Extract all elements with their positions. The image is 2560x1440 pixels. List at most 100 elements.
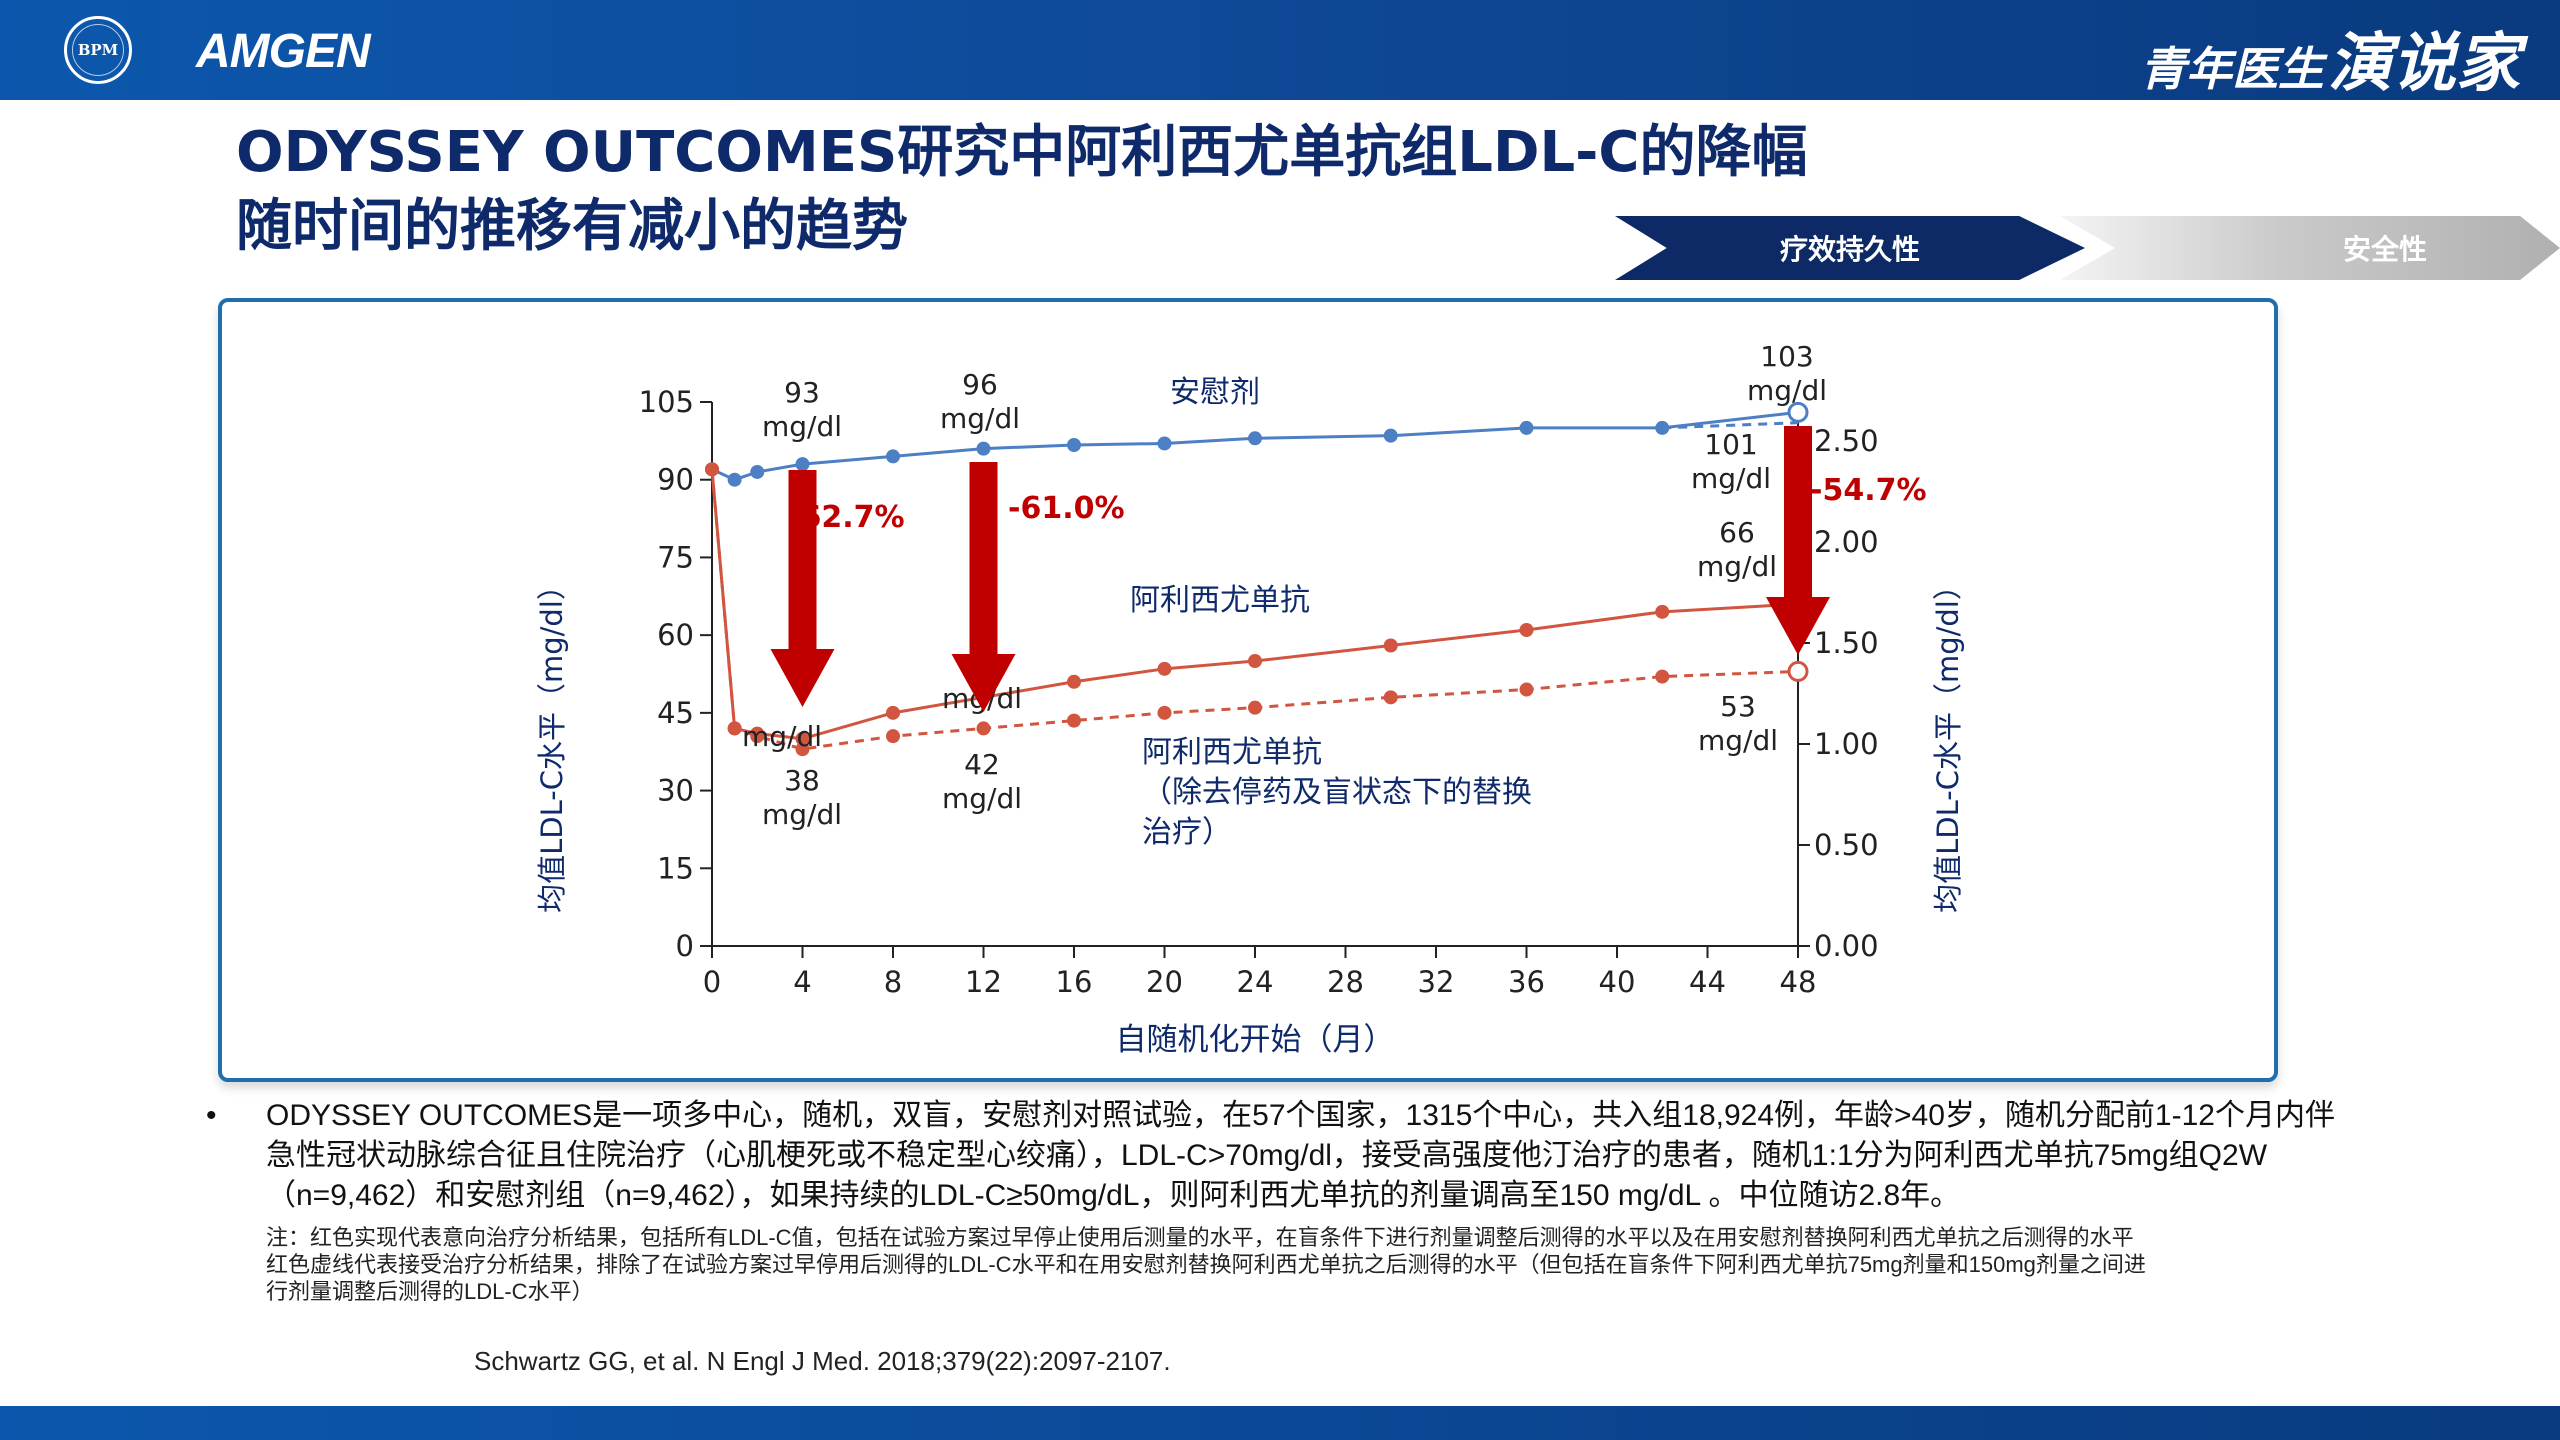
note-dashed-line: 红色虚线代表接受治疗分析结果，排除了在试验方案过早停用后测得的LDL-C水平和在… xyxy=(266,1252,2146,1304)
alirocumab-ontreatment-point xyxy=(727,721,742,736)
y-right-tick-label: 1.50 xyxy=(1814,626,1879,660)
tab-safety-label: 安全性 xyxy=(2342,233,2427,266)
alirocumab-ontreatment-point xyxy=(1383,690,1398,705)
series-label-alirocumab-ot-3: 治疗） xyxy=(1142,815,1232,850)
alirocumab-ontreatment-point xyxy=(750,729,765,744)
ldl-chart: 0 15 30 45 60 75 90 105 0.00 0.50 1.00 1.50 2.00 2.50… xyxy=(535,340,1965,1058)
brand-logo: 青年医生 演说家 xyxy=(2140,12,2520,104)
x-tick-label: 16 xyxy=(1056,965,1093,999)
placebo-end-marker xyxy=(1787,401,1809,423)
annotation-93-value: 93 xyxy=(784,376,820,409)
page-title-line2: 随时间的推移有减小的趋势 xyxy=(236,194,908,259)
annotation-38-unit: mg/dl xyxy=(762,798,842,831)
annotation-93-unit: mg/dl xyxy=(762,410,842,443)
alirocumab-ontreatment-point xyxy=(795,742,810,757)
x-axis-label: 自随机化开始（月） xyxy=(1116,1022,1395,1058)
alirocumab-itt-point xyxy=(886,705,900,720)
alirocumab-ontreatment-point xyxy=(1067,713,1081,728)
annotation-96-value: 96 xyxy=(962,368,998,401)
placebo-point xyxy=(1067,438,1081,453)
x-tick-label: 4 xyxy=(793,965,811,999)
y-right-tick-label: 2.00 xyxy=(1814,525,1879,559)
chart-panel: 0 15 30 45 60 75 90 105 0.00 0.50 1.00 1.50 2.00 2.50… xyxy=(218,298,2278,1082)
placebo-point xyxy=(1157,436,1172,451)
alirocumab-itt-point xyxy=(1519,622,1534,637)
page-title-line1: ODYSSEY OUTCOMES研究中阿利西尤单抗组LDL-C的降幅 xyxy=(236,120,1808,185)
alirocumab-ontreatment-point xyxy=(1655,669,1670,684)
alirocumab-itt-point xyxy=(1383,638,1398,653)
reduction-label: -62.7% xyxy=(788,500,905,535)
brand-logo-part1: 青年医生 xyxy=(2140,42,2324,96)
alirocumab-itt-point xyxy=(1157,661,1172,676)
y-right-tick-label: 2.50 xyxy=(1814,424,1879,458)
reduction-label: -61.0% xyxy=(1008,491,1125,526)
tab-efficacy-durability[interactable]: 疗效持久性 xyxy=(1615,216,2085,280)
x-tick-label: 8 xyxy=(884,965,902,999)
placebo-point xyxy=(1519,420,1534,435)
alirocumab-ontreatment-point xyxy=(705,462,719,477)
annotation-mgdl-4-unit: mg/dl xyxy=(742,720,822,753)
x-tick-label: 36 xyxy=(1508,965,1545,999)
placebo-line xyxy=(711,410,1799,482)
y-right-tick-label: 0.50 xyxy=(1814,828,1879,862)
x-tick-label: 24 xyxy=(1237,965,1274,999)
x-tick-label: 20 xyxy=(1146,965,1183,999)
annotation-38-value: 38 xyxy=(784,764,820,797)
alirocumab-ontreatment-point xyxy=(1519,682,1534,697)
x-tick-label: 32 xyxy=(1418,965,1455,999)
note-solid-line: 注：红色实现代表意向治疗分析结果，包括所有LDL-C值，包括在试验方案过早停止使… xyxy=(266,1225,2134,1250)
bullet-dot: • xyxy=(206,1099,217,1132)
y-axis-label-left: 均值LDL-C水平（mg/dl） xyxy=(535,571,569,913)
placebo-point xyxy=(750,464,765,479)
placebo-point xyxy=(1383,428,1398,443)
series-label-alirocumab: 阿利西尤单抗 xyxy=(1130,583,1310,618)
study-description: ODYSSEY OUTCOMES是一项多中心，随机，双盲，安慰剂对照试验，在57… xyxy=(266,1099,2335,1212)
reduction-arrow xyxy=(951,462,1016,712)
alirocumab-ontreatment-point xyxy=(886,729,900,744)
annotation-66-unit: mg/dl xyxy=(1697,550,1777,583)
alirocumab-itt-point xyxy=(1248,654,1262,669)
y-left-tick-label: 0 xyxy=(676,929,694,963)
x-tick-label: 44 xyxy=(1689,965,1726,999)
annotation-103-value: 103 xyxy=(1760,340,1813,373)
placebo-point xyxy=(976,441,991,456)
annotation-96-unit: mg/dl xyxy=(940,402,1020,435)
placebo-point xyxy=(795,457,810,472)
alirocumab-ontreatment-point xyxy=(976,721,991,736)
tab-efficacy-durability-label: 疗效持久性 xyxy=(1779,233,1920,266)
x-tick-label: 12 xyxy=(965,965,1002,999)
y-left-tick-label: 60 xyxy=(657,618,694,652)
tab-safety[interactable]: 安全性 xyxy=(2060,216,2560,280)
y-right-tick-label: 0.00 xyxy=(1814,929,1879,963)
page-title: ODYSSEY OUTCOMES研究中阿利西尤单抗组LDL-C的降幅 随时间的推… xyxy=(236,116,2036,264)
y-left-tick-label: 45 xyxy=(657,696,694,730)
placebo-point xyxy=(886,449,900,464)
y-left-tick-label: 30 xyxy=(657,774,694,808)
body-text: • ODYSSEY OUTCOMES是一项多中心，随机，双盲，安慰剂对照试验，在… xyxy=(206,1096,2336,1305)
bpm-logo: BPM xyxy=(64,16,132,84)
citation: Schwartz GG, et al. N Engl J Med. 2018;3… xyxy=(474,1346,1171,1376)
x-tick-label: 0 xyxy=(703,965,721,999)
annotation-53-value: 53 xyxy=(1720,690,1756,723)
placebo-point xyxy=(1655,420,1670,435)
y-axis-label-right: 均值LDL-C水平（mg/dl） xyxy=(1931,571,1965,913)
annotation-101-unit: mg/dl xyxy=(1691,462,1771,495)
placebo-dashed-line xyxy=(1662,421,1799,430)
y-left-tick-label: 90 xyxy=(657,463,694,497)
series-label-alirocumab-ot-1: 阿利西尤单抗 xyxy=(1142,735,1322,770)
alirocumab-itt-point xyxy=(1655,604,1670,619)
reduction-label: -54.7% xyxy=(1810,473,1927,508)
annotation-42-unit: mg/dl xyxy=(942,782,1022,815)
y-left-tick-label: 15 xyxy=(657,851,694,885)
y-right-tick-label: 1.00 xyxy=(1814,727,1879,761)
placebo-point xyxy=(1248,431,1262,446)
reduction-arrow xyxy=(1766,426,1830,655)
y-left-tick-label: 105 xyxy=(639,385,694,419)
bullet-row: • ODYSSEY OUTCOMES是一项多中心，随机，双盲，安慰剂对照试验，在… xyxy=(206,1096,2336,1216)
annotation-42-value: 42 xyxy=(964,748,1000,781)
placebo-point xyxy=(727,472,742,487)
footer-bar xyxy=(0,1406,2560,1440)
alirocumab-ontreatment-point xyxy=(1248,700,1262,715)
annotation-101-value: 101 xyxy=(1704,428,1757,461)
brand-logo-part2: 演说家 xyxy=(2328,27,2520,101)
